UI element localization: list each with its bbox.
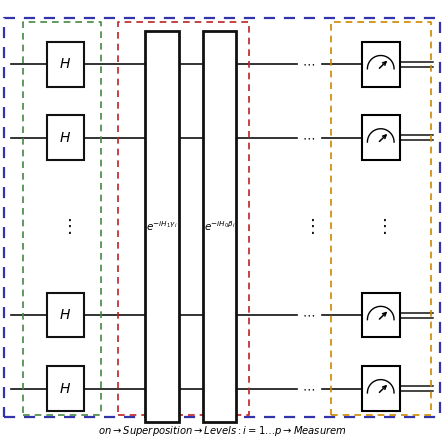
Text: $\mathit{H}$: $\mathit{H}$ <box>59 381 71 396</box>
Text: $\cdots$: $\cdots$ <box>302 382 315 395</box>
Bar <box>47 42 84 87</box>
Bar <box>47 115 84 160</box>
Text: $e^{-iH_1\gamma_i}$: $e^{-iH_1\gamma_i}$ <box>146 219 178 234</box>
Bar <box>146 31 178 422</box>
Text: $\mathit{on} \rightarrow \mathit{Superposition} \rightarrow \mathit{Levels} : i : $\mathit{on} \rightarrow \mathit{Superpo… <box>98 424 346 438</box>
Text: $\cdots$: $\cdots$ <box>302 58 315 71</box>
Text: $\vdots$: $\vdots$ <box>59 217 71 236</box>
Text: $\cdots$: $\cdots$ <box>302 309 315 322</box>
Bar <box>362 293 400 337</box>
Text: $\vdots$: $\vdots$ <box>303 217 314 236</box>
Bar <box>47 293 84 337</box>
Bar <box>362 366 400 411</box>
Text: $\mathit{H}$: $\mathit{H}$ <box>59 57 71 71</box>
Bar <box>362 115 400 160</box>
Text: $\cdots$: $\cdots$ <box>302 131 315 144</box>
Bar <box>47 366 84 411</box>
Bar <box>203 31 236 422</box>
Text: $\mathit{H}$: $\mathit{H}$ <box>59 308 71 322</box>
Text: $\vdots$: $\vdots$ <box>375 217 387 236</box>
Text: $e^{-iH_0\beta_i}$: $e^{-iH_0\beta_i}$ <box>204 219 236 234</box>
Bar <box>362 42 400 87</box>
Text: $\mathit{H}$: $\mathit{H}$ <box>59 131 71 145</box>
